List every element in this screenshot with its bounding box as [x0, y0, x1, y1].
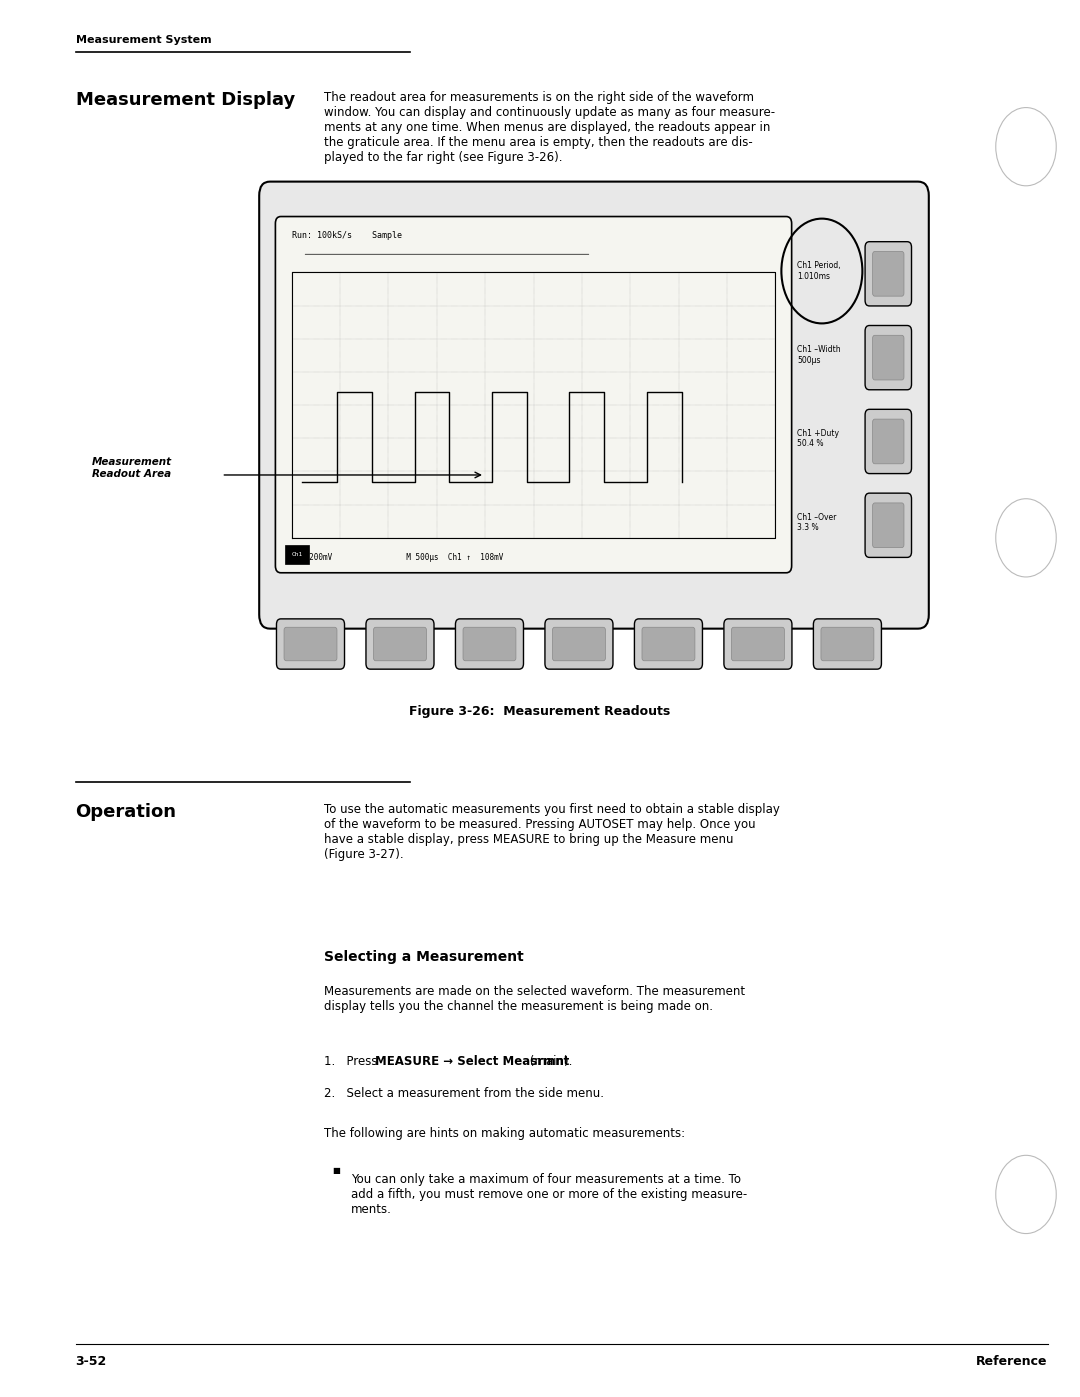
FancyBboxPatch shape	[873, 503, 904, 548]
FancyBboxPatch shape	[865, 493, 912, 557]
Text: Run: 100kS/s    Sample: Run: 100kS/s Sample	[292, 231, 402, 239]
FancyBboxPatch shape	[731, 627, 784, 661]
FancyBboxPatch shape	[865, 242, 912, 306]
Text: Measurements are made on the selected waveform. The measurement
display tells yo: Measurements are made on the selected wa…	[324, 985, 745, 1013]
Text: 1.   Press: 1. Press	[324, 1055, 381, 1067]
FancyBboxPatch shape	[865, 409, 912, 474]
FancyBboxPatch shape	[284, 627, 337, 661]
FancyBboxPatch shape	[642, 627, 694, 661]
Text: You can only take a maximum of four measurements at a time. To
add a fifth, you : You can only take a maximum of four meas…	[351, 1173, 747, 1217]
Text: The following are hints on making automatic measurements:: The following are hints on making automa…	[324, 1127, 685, 1140]
Text: Ch1  200mV                M 500μs  Ch1 ↑  108mV: Ch1 200mV M 500μs Ch1 ↑ 108mV	[286, 553, 503, 562]
Text: Ch1 Period,
1.010ms: Ch1 Period, 1.010ms	[797, 261, 840, 281]
FancyBboxPatch shape	[275, 217, 792, 573]
Text: 3-52: 3-52	[76, 1355, 107, 1368]
Text: Measurement Display: Measurement Display	[76, 91, 295, 109]
Text: MEASURE → Select Measrmnt: MEASURE → Select Measrmnt	[375, 1055, 569, 1067]
Text: 2.   Select a measurement from the side menu.: 2. Select a measurement from the side me…	[324, 1087, 604, 1099]
FancyBboxPatch shape	[873, 335, 904, 380]
Text: Ch1: Ch1	[292, 552, 302, 557]
Text: Reference: Reference	[976, 1355, 1048, 1368]
FancyBboxPatch shape	[259, 182, 929, 629]
FancyBboxPatch shape	[634, 619, 702, 669]
Text: Ch1 +Duty
50.4 %: Ch1 +Duty 50.4 %	[797, 429, 839, 448]
FancyBboxPatch shape	[463, 627, 516, 661]
FancyBboxPatch shape	[276, 619, 345, 669]
FancyBboxPatch shape	[374, 627, 427, 661]
Text: Measurement
Readout Area: Measurement Readout Area	[92, 457, 172, 479]
FancyBboxPatch shape	[553, 627, 606, 661]
Text: Figure 3-26:  Measurement Readouts: Figure 3-26: Measurement Readouts	[409, 705, 671, 718]
Text: Measurement System: Measurement System	[76, 35, 212, 45]
FancyBboxPatch shape	[545, 619, 613, 669]
Text: The readout area for measurements is on the right side of the waveform
window. Y: The readout area for measurements is on …	[324, 91, 775, 163]
FancyBboxPatch shape	[865, 326, 912, 390]
FancyBboxPatch shape	[366, 619, 434, 669]
FancyBboxPatch shape	[724, 619, 792, 669]
Text: To use the automatic measurements you first need to obtain a stable display
of t: To use the automatic measurements you fi…	[324, 803, 780, 862]
Text: ■: ■	[333, 1166, 340, 1175]
FancyBboxPatch shape	[873, 251, 904, 296]
FancyBboxPatch shape	[873, 419, 904, 464]
FancyBboxPatch shape	[456, 619, 524, 669]
Text: (main).: (main).	[526, 1055, 572, 1067]
Text: Selecting a Measurement: Selecting a Measurement	[324, 950, 524, 964]
Text: Ch1 –Width
500μs: Ch1 –Width 500μs	[797, 345, 840, 365]
FancyBboxPatch shape	[821, 627, 874, 661]
FancyBboxPatch shape	[285, 545, 309, 564]
Text: Ch1 –Over
3.3 %: Ch1 –Over 3.3 %	[797, 513, 836, 532]
Text: Operation: Operation	[76, 803, 177, 821]
FancyBboxPatch shape	[813, 619, 881, 669]
